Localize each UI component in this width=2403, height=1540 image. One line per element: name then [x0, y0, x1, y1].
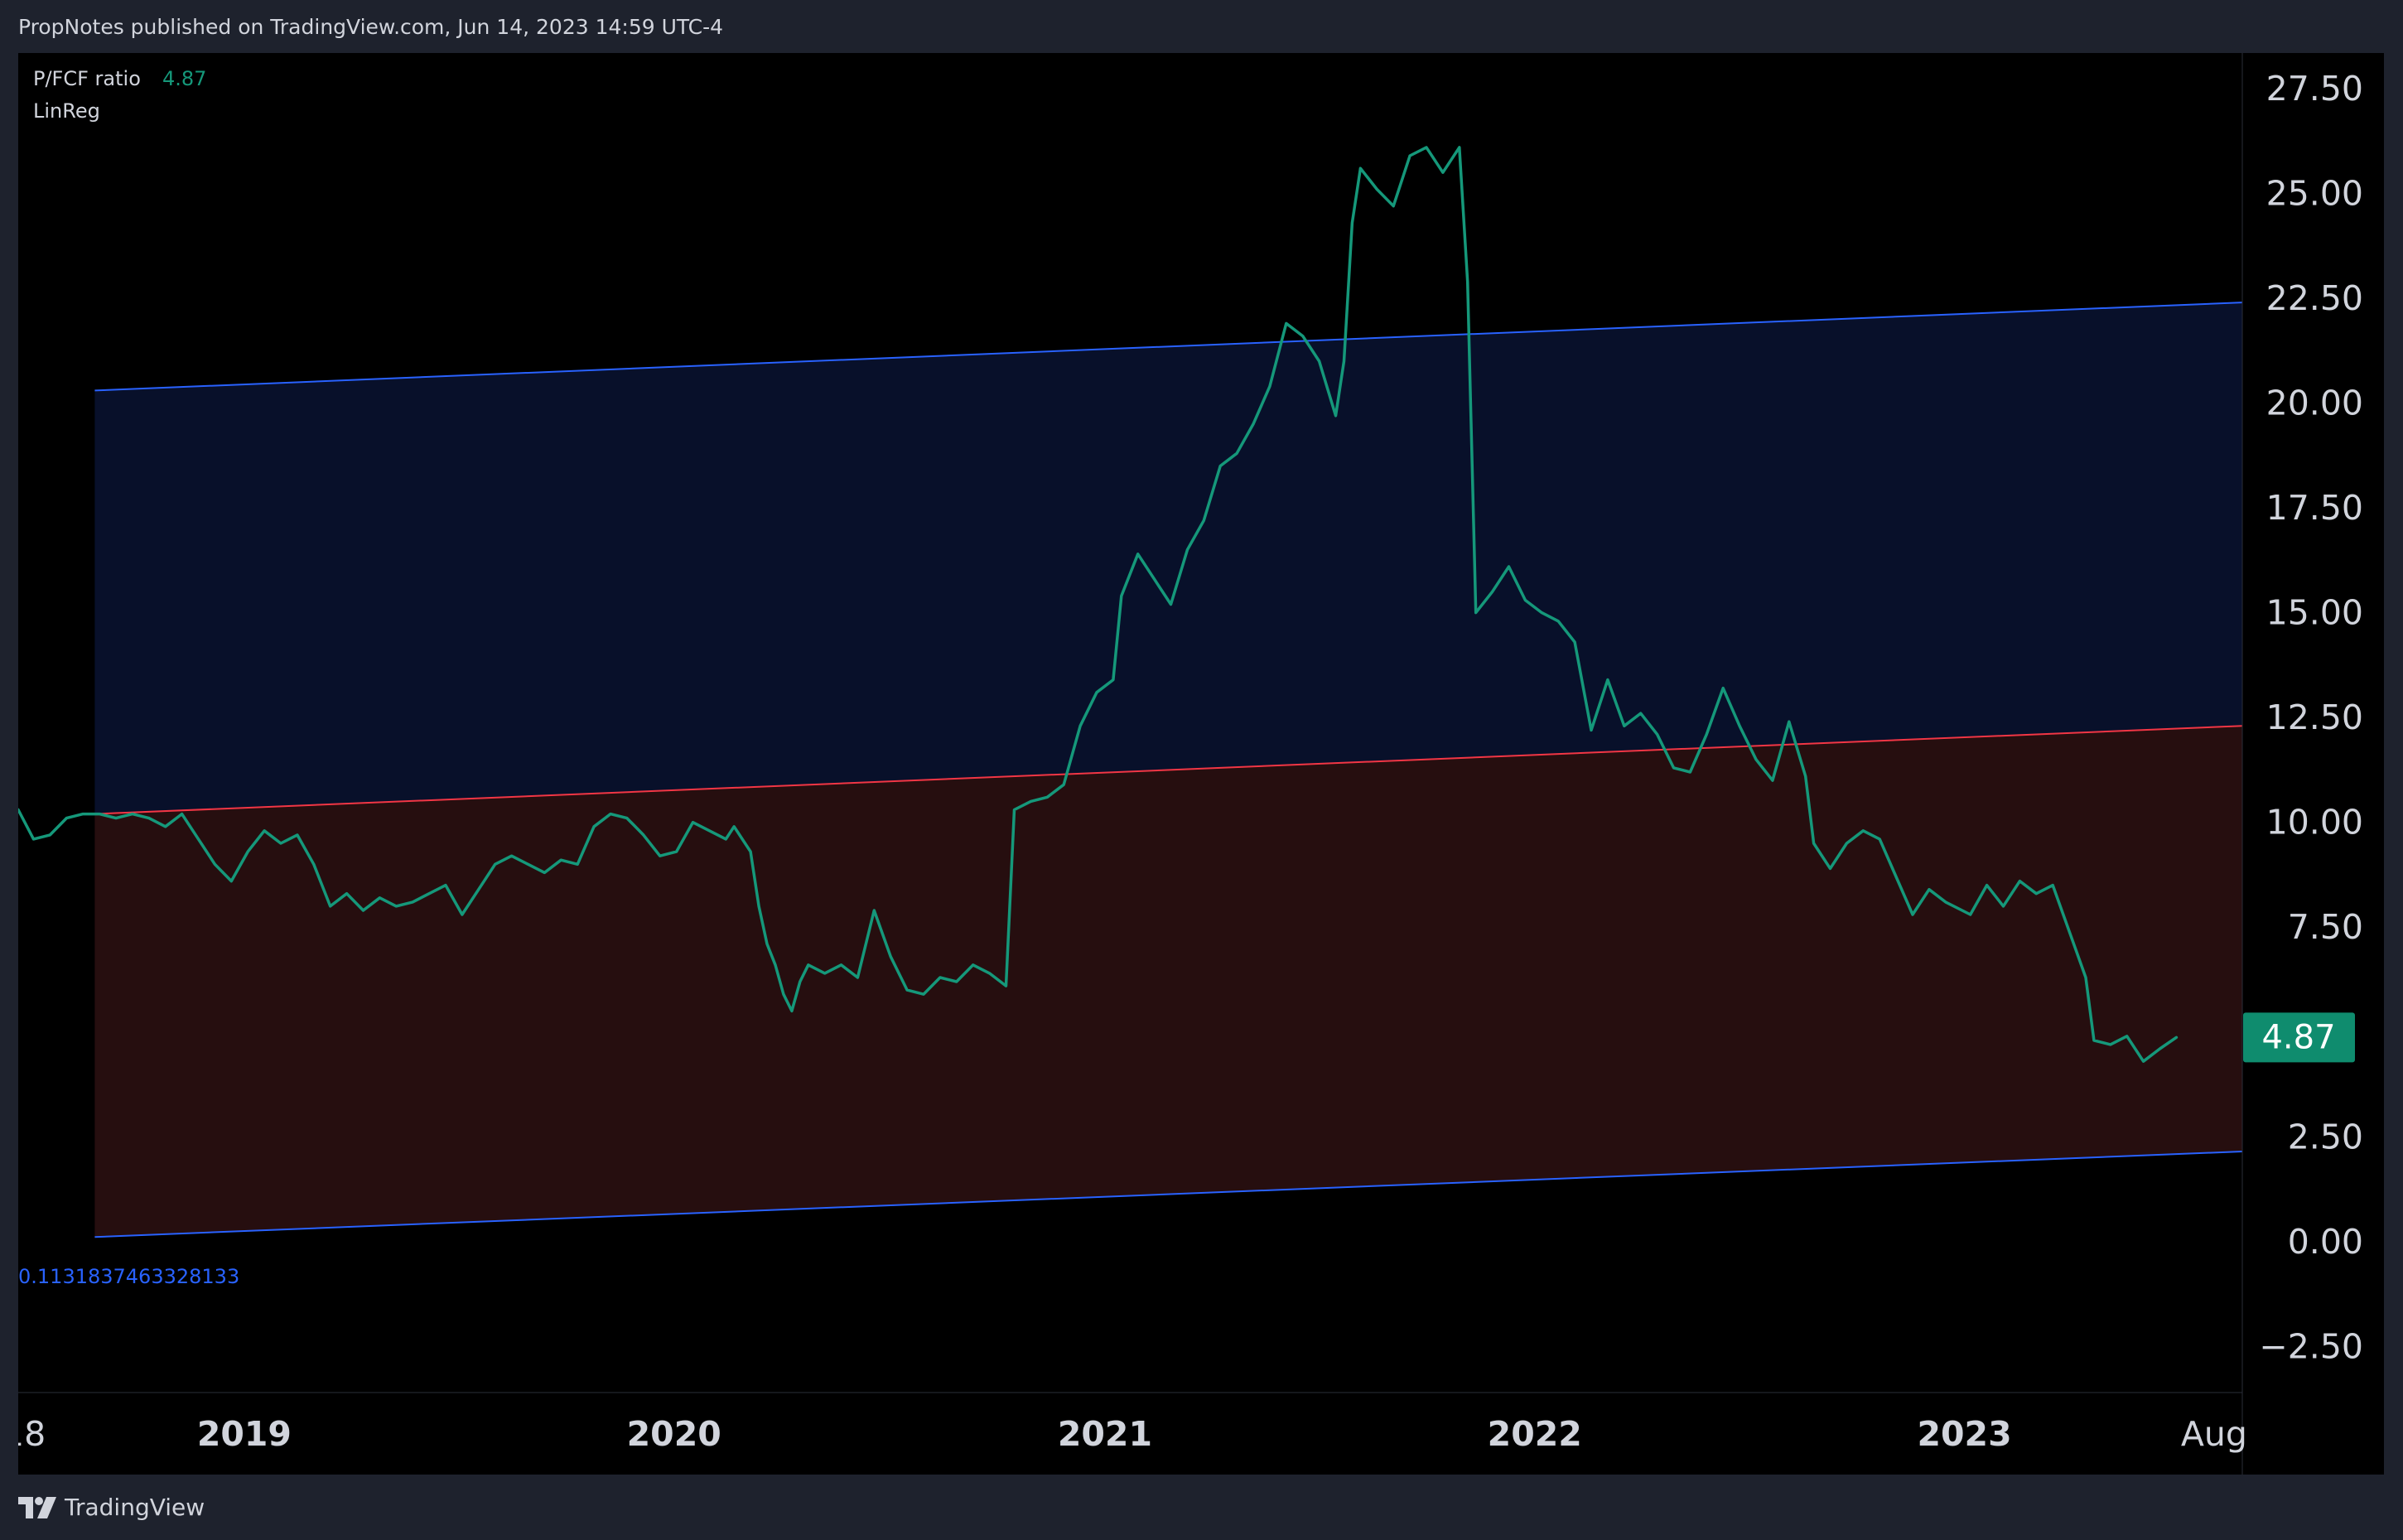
legend-indicator-label[interactable]: LinReg: [33, 99, 100, 123]
x-tick-label: 2022: [1488, 1414, 1582, 1454]
y-tick-label: 15.00: [2266, 593, 2363, 633]
y-tick-label: 25.00: [2266, 174, 2363, 214]
price-axis[interactable]: 27.50 25.00 22.50 20.00 17.50 15.00 12.50 10.00…: [2259, 69, 2363, 1366]
series-layer: [18, 146, 2179, 1063]
y-tick-label: 20.00: [2266, 384, 2363, 423]
chart-frame[interactable]: 27.50 25.00 22.50 20.00 17.50 15.00 12.50 10.00…: [18, 53, 2384, 1475]
x-tick-label: 2023: [1917, 1414, 2011, 1454]
x-tick-label: 18: [18, 1414, 46, 1454]
middle-regression-line: [94, 725, 2243, 815]
y-tick-label: 2.50: [2288, 1117, 2363, 1156]
upper-regression-line: [94, 302, 2243, 392]
last-value-tag-text: 4.87: [2261, 1018, 2335, 1056]
x-tick-label: Aug: [2181, 1414, 2247, 1454]
tradingview-logo-icon: [18, 1496, 56, 1518]
lower-band-fill: [94, 726, 2243, 1238]
y-tick-label: 27.50: [2266, 69, 2363, 109]
y-tick-label: 0.00: [2288, 1222, 2363, 1262]
x-tick-label: 2019: [197, 1414, 292, 1454]
header-bar: PropNotes published on TradingView.com, …: [0, 0, 2403, 53]
time-axis[interactable]: 18 2019 2020 2021 2022 2023 Aug: [18, 1414, 2247, 1454]
upper-band-fill: [94, 302, 2243, 814]
footer-bar: TradingView: [0, 1475, 2403, 1540]
series-line-0: [18, 146, 2179, 1063]
last-value-tag-bg: [2243, 1012, 2355, 1063]
y-tick-label: 12.50: [2266, 698, 2363, 737]
legend: P/FCF ratio 4.87 LinReg: [33, 67, 206, 123]
x-tick-label: 2021: [1058, 1414, 1152, 1454]
y-tick-label: 7.50: [2288, 907, 2363, 947]
tradingview-logo[interactable]: TradingView: [18, 1494, 205, 1521]
y-tick-label: 17.50: [2266, 488, 2363, 528]
band-fills: [94, 302, 2243, 1238]
regression-value-label: 0.1131837463328133: [18, 1265, 239, 1288]
publish-info: PropNotes published on TradingView.com, …: [18, 14, 724, 39]
x-tick-label: 2020: [627, 1414, 721, 1454]
lower-regression-line: [94, 1150, 2243, 1238]
legend-series-label[interactable]: P/FCF ratio: [33, 67, 141, 90]
y-tick-label: −2.50: [2259, 1326, 2363, 1366]
y-tick-label: 22.50: [2266, 278, 2363, 318]
legend-series-value: 4.87: [162, 67, 206, 90]
regression-lines: [94, 302, 2243, 1238]
tradingview-brand-text: TradingView: [65, 1494, 205, 1521]
y-tick-label: 10.00: [2266, 803, 2363, 842]
last-value-tag: 4.87: [2243, 1012, 2355, 1063]
